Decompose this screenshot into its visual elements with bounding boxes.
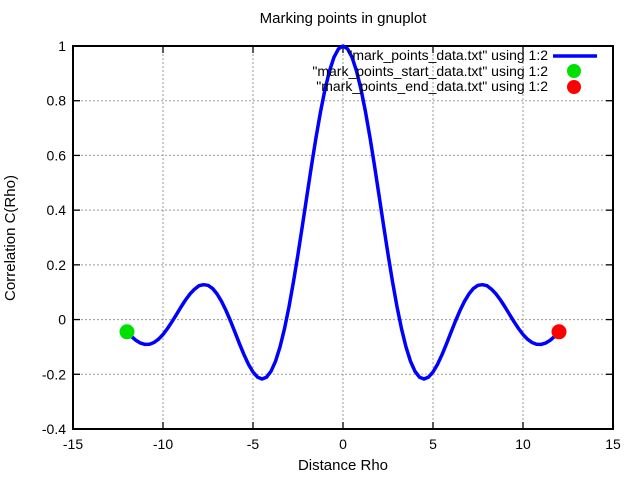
x-axis-label: Distance Rho <box>298 457 388 474</box>
y-tick-label: -0.4 <box>42 421 66 437</box>
x-tick-label: -15 <box>63 436 83 452</box>
end-point-marker <box>551 324 567 340</box>
y-axis-label: Correlation C(Rho) <box>2 175 19 301</box>
legend-start-point-sample-icon <box>567 64 581 78</box>
legend-end-point-sample-icon <box>567 80 581 94</box>
y-tick-label: 0 <box>58 312 66 328</box>
legend-label-curve: "mark_points_data.txt" using 1:2 <box>347 47 548 63</box>
legend-label-end-point: "mark_points_end_data.txt" using 1:2 <box>316 78 548 94</box>
start-point-marker <box>119 324 135 340</box>
x-tick-label: -5 <box>247 436 260 452</box>
y-tick-label: 0.8 <box>47 93 67 109</box>
y-tick-label: 0.6 <box>47 147 67 163</box>
grid <box>73 46 613 429</box>
x-tick-label: 5 <box>429 436 437 452</box>
tick-labels: -15 -10 -5 0 5 10 15 -0.4 -0.2 0 0.2 0.4 0.6 0.8 1 <box>42 38 621 452</box>
x-tick-label: 10 <box>515 436 531 452</box>
y-tick-label: 0.4 <box>47 202 67 218</box>
x-tick-label: -10 <box>153 436 173 452</box>
correlation-curve-line <box>125 44 561 381</box>
y-tick-label: 1 <box>58 38 66 54</box>
legend: "mark_points_data.txt" using 1:2 "mark_p… <box>312 47 597 94</box>
y-tick-label: -0.2 <box>42 366 66 382</box>
x-tick-label: 15 <box>605 436 621 452</box>
y-tick-label: 0.2 <box>47 257 67 273</box>
data-series <box>119 44 567 381</box>
axis-ticks <box>72 45 614 430</box>
x-tick-label: 0 <box>339 436 347 452</box>
chart-title: Marking points in gnuplot <box>260 10 428 27</box>
legend-label-start-point: "mark_points_start_data.txt" using 1:2 <box>312 63 548 79</box>
